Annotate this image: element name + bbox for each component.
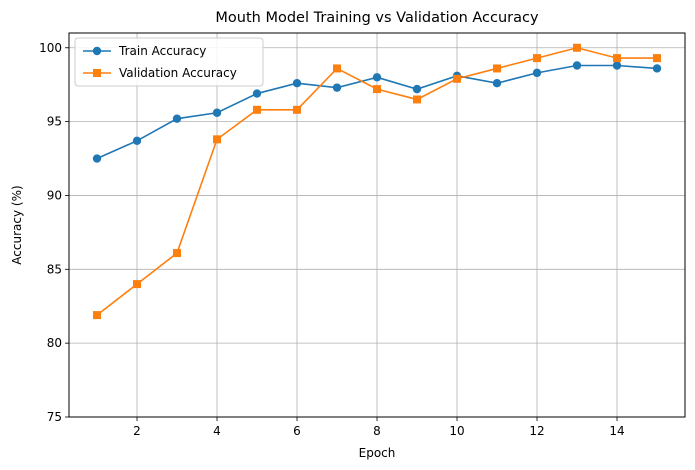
legend-item-train: Train Accuracy [83,44,206,58]
validation-point [533,54,541,63]
validation-series [93,43,661,320]
train-point [372,73,382,82]
x-tick-label: 4 [213,424,221,438]
train-point [172,114,182,123]
validation-point [93,311,101,320]
validation-point [133,280,141,289]
legend: Train Accuracy Validation Accuracy [74,37,264,87]
train-point [332,83,342,92]
legend-label: Train Accuracy [118,44,206,58]
chart-title: Mouth Model Training vs Validation Accur… [215,10,539,26]
validation-point [493,64,501,73]
series-layer [92,43,662,320]
train-point [612,61,622,70]
validation-point [333,64,341,73]
legend-label: Validation Accuracy [119,66,237,80]
validation-point [453,74,461,83]
validation-point [253,105,261,114]
train-point [292,79,302,88]
validation-point [413,95,421,104]
y-tick-label: 100 [39,41,62,55]
x-axis-title: Epoch [359,446,396,460]
train-point [212,108,222,117]
validation-point [213,135,221,144]
legend-marker [92,46,102,56]
legend-marker [93,69,101,77]
train-point [92,154,102,163]
y-axis-title: Accuracy (%) [10,185,24,264]
train-point [572,61,582,70]
x-tick-label: 2 [133,424,141,438]
train-point [652,64,662,73]
train-point [132,136,142,146]
validation-point [293,105,301,114]
validation-point [373,85,381,94]
y-tick-label: 80 [47,336,62,350]
legend-box [74,37,264,87]
x-tick-label: 14 [609,424,624,438]
train-point [532,68,542,78]
x-tick-label: 10 [449,424,464,438]
train-point [412,84,422,94]
axis-ticks: 2 4 6 8 10 12 14 75 80 85 90 95 100 [39,41,625,438]
legend-item-validation: Validation Accuracy [83,66,237,80]
y-tick-label: 95 [47,115,62,129]
validation-point [653,54,661,63]
validation-point [613,54,621,63]
y-tick-label: 85 [47,262,62,276]
x-tick-label: 12 [529,424,544,438]
validation-point [573,43,581,52]
train-series [92,61,662,163]
train-point [252,89,262,98]
y-tick-label: 90 [47,188,62,202]
y-tick-label: 75 [47,410,62,424]
x-tick-label: 6 [293,424,301,438]
x-tick-label: 8 [373,424,381,438]
validation-point [173,249,181,258]
train-point [492,79,502,88]
